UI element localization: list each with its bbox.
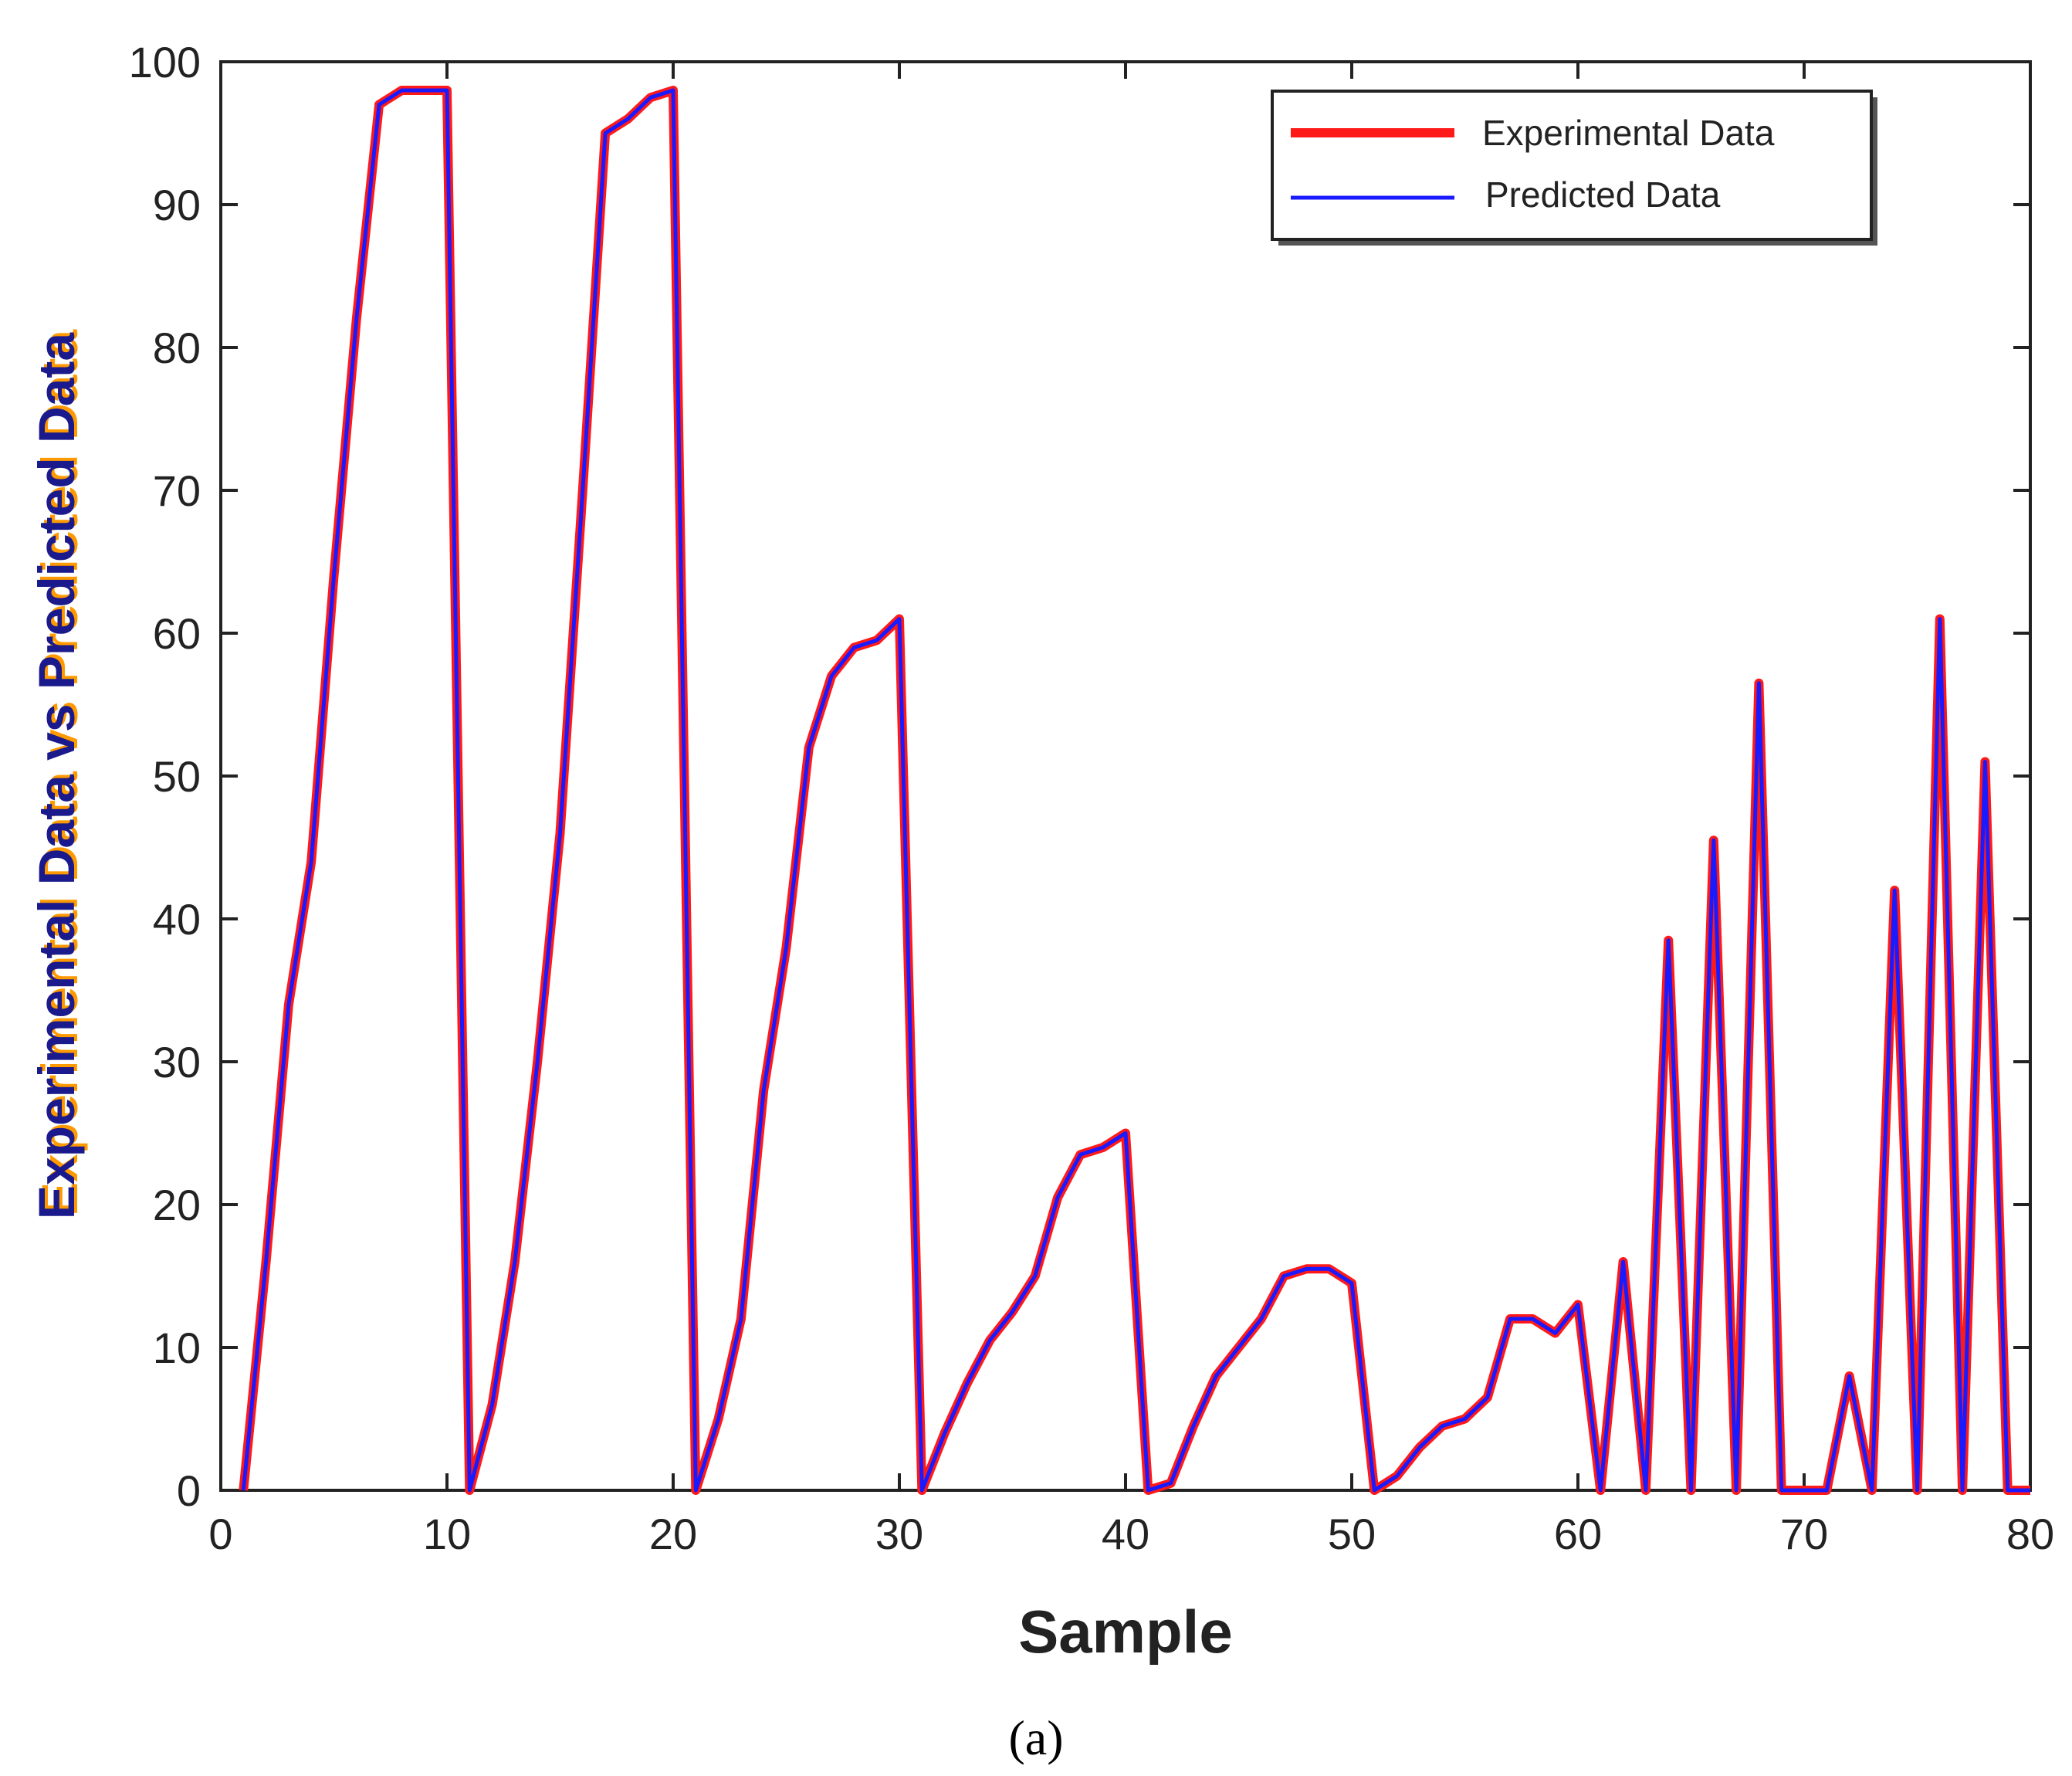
legend-box: [1271, 90, 1873, 241]
x-tick-label: 30: [875, 1510, 923, 1558]
x-tick-label: 20: [649, 1510, 697, 1558]
y-tick-label: 40: [153, 895, 201, 944]
y-tick-label: 0: [177, 1466, 201, 1515]
legend-label-predicted: Predicted Data: [1485, 175, 1721, 215]
y-tick-label: 20: [153, 1181, 201, 1229]
y-axis-label-shadow: Experimental Data vs Predicted Data: [31, 329, 88, 1216]
axis-ticks: [219, 60, 2032, 1492]
y-tick-label: 70: [153, 466, 201, 515]
legend: Experimental Data Predicted Data: [1271, 90, 1877, 246]
x-tick-label: 0: [208, 1510, 232, 1558]
x-tick-label: 80: [2006, 1510, 2054, 1558]
y-tick-label: 100: [129, 38, 201, 86]
legend-label-experimental: Experimental Data: [1482, 113, 1775, 153]
y-tick-label: 30: [153, 1038, 201, 1086]
figure-caption: (a): [1008, 1710, 1063, 1765]
y-axis-label-group: Experimental Data vs Predicted Data Expe…: [28, 329, 88, 1219]
x-tick-label: 50: [1328, 1510, 1376, 1558]
x-tick-label: 10: [423, 1510, 471, 1558]
y-tick-label: 80: [153, 324, 201, 372]
series-lines: [239, 86, 2030, 1495]
series-predicted-line: [241, 88, 2030, 1493]
x-axis-label: Sample: [1018, 1598, 1232, 1666]
y-tick-label: 90: [153, 181, 201, 229]
y-tick-label: 60: [153, 609, 201, 658]
y-axis-label: Experimental Data vs Predicted Data: [28, 332, 85, 1219]
x-tick-label: 60: [1554, 1510, 1602, 1558]
y-tick-label: 50: [153, 752, 201, 801]
y-tick-labels: 0 10 20 30 40 50 60 70 80 90 100: [129, 38, 201, 1515]
y-tick-label: 10: [153, 1324, 201, 1372]
x-tick-label: 40: [1102, 1510, 1149, 1558]
x-tick-label: 70: [1780, 1510, 1828, 1558]
x-tick-labels: 0 10 20 30 40 50 60 70 80: [208, 1510, 2054, 1558]
